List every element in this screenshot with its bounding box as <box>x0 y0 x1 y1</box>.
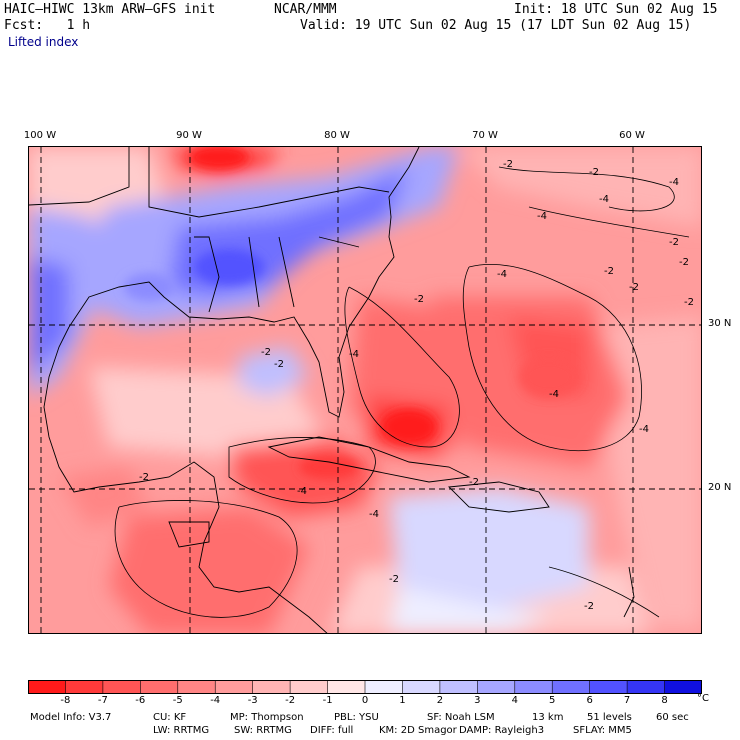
colorbar <box>28 680 702 694</box>
model-info-km: KM: 2D Smagor <box>379 725 457 736</box>
model-info-sflay: SFLAY: MM5 <box>573 725 632 736</box>
colorbar-tick-label: -8 <box>60 695 71 706</box>
colorbar-tick-label: -1 <box>322 695 333 706</box>
contour-label: -2 <box>389 574 399 585</box>
colorbar-tick-label: 5 <box>549 695 556 706</box>
colorbar-swatch <box>102 680 141 694</box>
model-info-resolution: 13 km <box>532 712 564 723</box>
forecast-hour: Fcst: 1 h <box>4 18 91 33</box>
colorbar-tick-label: 8 <box>661 695 668 706</box>
lon-label-60w: 60 W <box>619 130 645 141</box>
colorbar-tick-label: -5 <box>172 695 183 706</box>
field-name: Lifted index <box>8 35 79 49</box>
lon-label-100w: 100 W <box>23 130 57 141</box>
contour-label: -4 <box>599 194 609 205</box>
contour-label: -2 <box>274 359 284 370</box>
lon-label-80w: 80 W <box>324 130 350 141</box>
lon-label-90w: 90 W <box>176 130 202 141</box>
colorbar-swatch <box>140 680 179 694</box>
field-detail <box>124 147 579 479</box>
contour-label: -2 <box>589 167 599 178</box>
colorbar-tick-label: 0 <box>361 695 369 706</box>
contour-label: -2 <box>584 601 594 612</box>
colorbar-tick-label: 1 <box>399 695 406 706</box>
colorbar-tick-label: -6 <box>135 695 146 706</box>
graticule <box>29 147 701 633</box>
model-title: HAIC–HIWC 13km ARW–GFS init <box>4 2 216 17</box>
contour-label: -2 <box>669 237 679 248</box>
colorbar-tick-label: 2 <box>436 695 444 706</box>
colorbar-swatch <box>252 680 291 694</box>
contour-label: -2 <box>604 266 614 277</box>
contour-label: -4 <box>497 269 507 280</box>
model-info-version: Model Info: V3.7 <box>30 712 112 723</box>
lon-label-70w: 70 W <box>472 130 498 141</box>
colorbar-swatch <box>627 680 666 694</box>
colorbar-swatch <box>215 680 254 694</box>
contour-value-labels: -2 -2 -4 -4 -4 -2 -2 -2 -2 -2 -4 -2 -4 -… <box>139 159 694 612</box>
contour-label: -2 <box>503 159 513 170</box>
colorbar-swatch <box>327 680 366 694</box>
model-info-damp: DAMP: Rayleigh3 <box>459 725 545 736</box>
lat-label-20n: 20 N <box>708 482 732 493</box>
model-info-timestep: 60 sec <box>656 712 689 723</box>
colorbar-tick-label: 3 <box>474 695 481 706</box>
model-info-sw: SW: RRTMG <box>234 725 292 736</box>
colorbar-swatch <box>65 680 104 694</box>
contour-label: -2 <box>261 347 271 358</box>
colorbar-swatch <box>664 680 702 694</box>
coastlines <box>29 147 635 633</box>
contour-label: -2 <box>684 297 694 308</box>
lat-label-30n: 30 N <box>708 318 732 329</box>
colorbar-tick-label: -3 <box>247 695 258 706</box>
model-info-sf: SF: Noah LSM <box>427 712 495 723</box>
colorbar-tick-label: -7 <box>97 695 108 706</box>
contour-label: -4 <box>297 486 307 497</box>
lifted-index-map: -2 -2 -4 -4 -4 -2 -2 -2 -2 -2 -4 -2 -4 -… <box>28 146 702 634</box>
contour-label: -4 <box>549 389 559 400</box>
contour-label: -2 <box>414 294 424 305</box>
colorbar-swatch <box>290 680 329 694</box>
colorbar-tick-label: -4 <box>210 695 221 706</box>
contour-label: -2 <box>629 282 639 293</box>
model-info-lw: LW: RRTMG <box>153 725 210 736</box>
valid-time: Valid: 19 UTC Sun 02 Aug 15 (17 LDT Sun … <box>300 18 692 33</box>
colorbar-swatch <box>589 680 628 694</box>
model-info-cu: CU: KF <box>153 712 187 723</box>
contour-label: -2 <box>679 257 689 268</box>
contour-label: -2 <box>139 472 149 483</box>
colorbar-tick-label: 4 <box>511 695 518 706</box>
contour-label: -2 <box>469 477 479 488</box>
colorbar-swatch <box>177 680 216 694</box>
colorbar-tick-label: -2 <box>285 695 296 706</box>
colorbar-tick-label: 6 <box>586 695 593 706</box>
colorbar-swatch <box>477 680 516 694</box>
map-canvas: -2 -2 -4 -4 -4 -2 -2 -2 -2 -2 -4 -2 -4 -… <box>29 147 701 633</box>
contour-label: -4 <box>349 349 359 360</box>
contour-label: -4 <box>639 424 649 435</box>
model-info-pbl: PBL: YSU <box>334 712 379 723</box>
init-time: Init: 18 UTC Sun 02 Aug 15 <box>514 2 718 17</box>
organization-label: NCAR/MMM <box>274 2 337 17</box>
contour-label: -4 <box>669 177 679 188</box>
colorbar-swatch <box>439 680 478 694</box>
contour-lines <box>114 166 690 618</box>
colorbar-unit: °C <box>697 693 709 704</box>
colorbar-swatch <box>514 680 553 694</box>
model-info-mp: MP: Thompson <box>230 712 304 723</box>
contour-label: -4 <box>369 509 379 520</box>
colorbar-tick-label: 7 <box>623 695 631 706</box>
colorbar-swatch <box>552 680 591 694</box>
model-info-diff: DIFF: full <box>310 725 354 736</box>
contour-label: -4 <box>537 211 547 222</box>
colorbar-swatch <box>365 680 403 694</box>
colorbar-swatch <box>28 680 66 694</box>
colorbar-swatch <box>402 680 441 694</box>
model-info-levels: 51 levels <box>587 712 632 723</box>
